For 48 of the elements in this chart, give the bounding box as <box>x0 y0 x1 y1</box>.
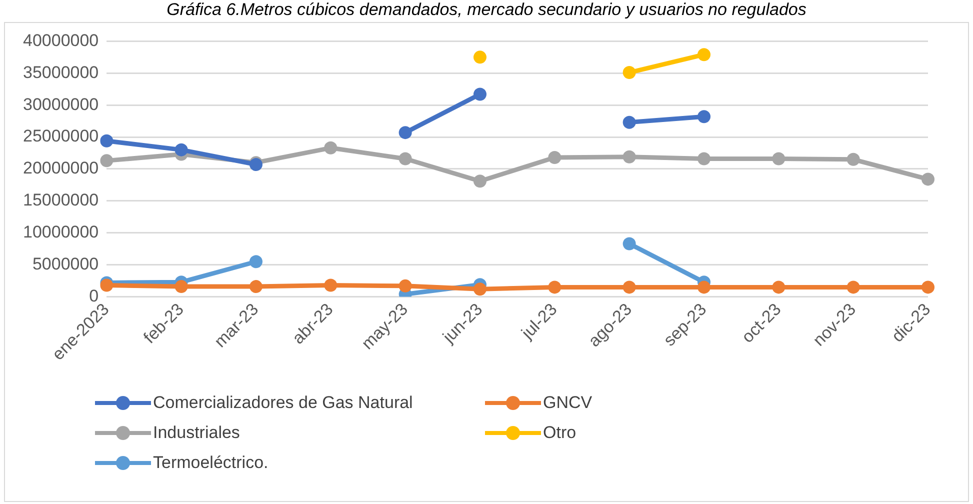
point <box>622 280 636 294</box>
point <box>772 280 786 294</box>
point <box>174 143 188 156</box>
point <box>100 154 114 168</box>
y-tick-label: 30000000 <box>22 94 99 114</box>
point <box>622 150 636 164</box>
point <box>922 172 934 186</box>
y-tick-label: 10000000 <box>22 222 99 242</box>
point <box>398 152 412 166</box>
point <box>174 280 188 294</box>
point <box>548 280 562 294</box>
point <box>697 110 710 124</box>
y-tick-label: 15000000 <box>22 190 99 210</box>
point <box>846 280 860 294</box>
y-tick-label: 35000000 <box>22 62 99 82</box>
point <box>846 152 860 166</box>
point <box>324 278 338 292</box>
point <box>249 280 262 294</box>
y-tick-label: 5000000 <box>32 254 99 274</box>
point <box>324 141 338 154</box>
point <box>100 134 114 148</box>
point <box>548 150 562 164</box>
legend-label: GNCV <box>543 393 592 413</box>
legend-label: Industriales <box>153 423 240 443</box>
y-tick-label: 0 <box>89 286 99 306</box>
legend-label: Otro <box>543 423 576 443</box>
point <box>100 278 114 292</box>
point <box>398 279 412 292</box>
legend-label: Termoeléctrico. <box>153 453 268 473</box>
point <box>473 282 486 296</box>
point <box>249 255 262 268</box>
point <box>697 280 710 294</box>
point <box>697 48 710 62</box>
y-tick-label: 25000000 <box>22 126 99 146</box>
point <box>473 50 486 64</box>
point <box>398 126 412 140</box>
point <box>922 280 934 294</box>
point <box>622 66 636 80</box>
chart-title: Gráfica 6.Metros cúbicos demandados, mercado secundario y usuarios no regulados <box>166 0 808 20</box>
point <box>697 152 710 166</box>
point <box>473 88 486 101</box>
point <box>622 116 636 129</box>
point <box>622 237 636 250</box>
point <box>772 152 786 166</box>
y-tick-label: 20000000 <box>22 158 99 178</box>
y-tick-label: 40000000 <box>22 30 99 50</box>
point <box>473 174 486 188</box>
legend-label: Comercializadores de Gas Natural <box>153 393 413 413</box>
